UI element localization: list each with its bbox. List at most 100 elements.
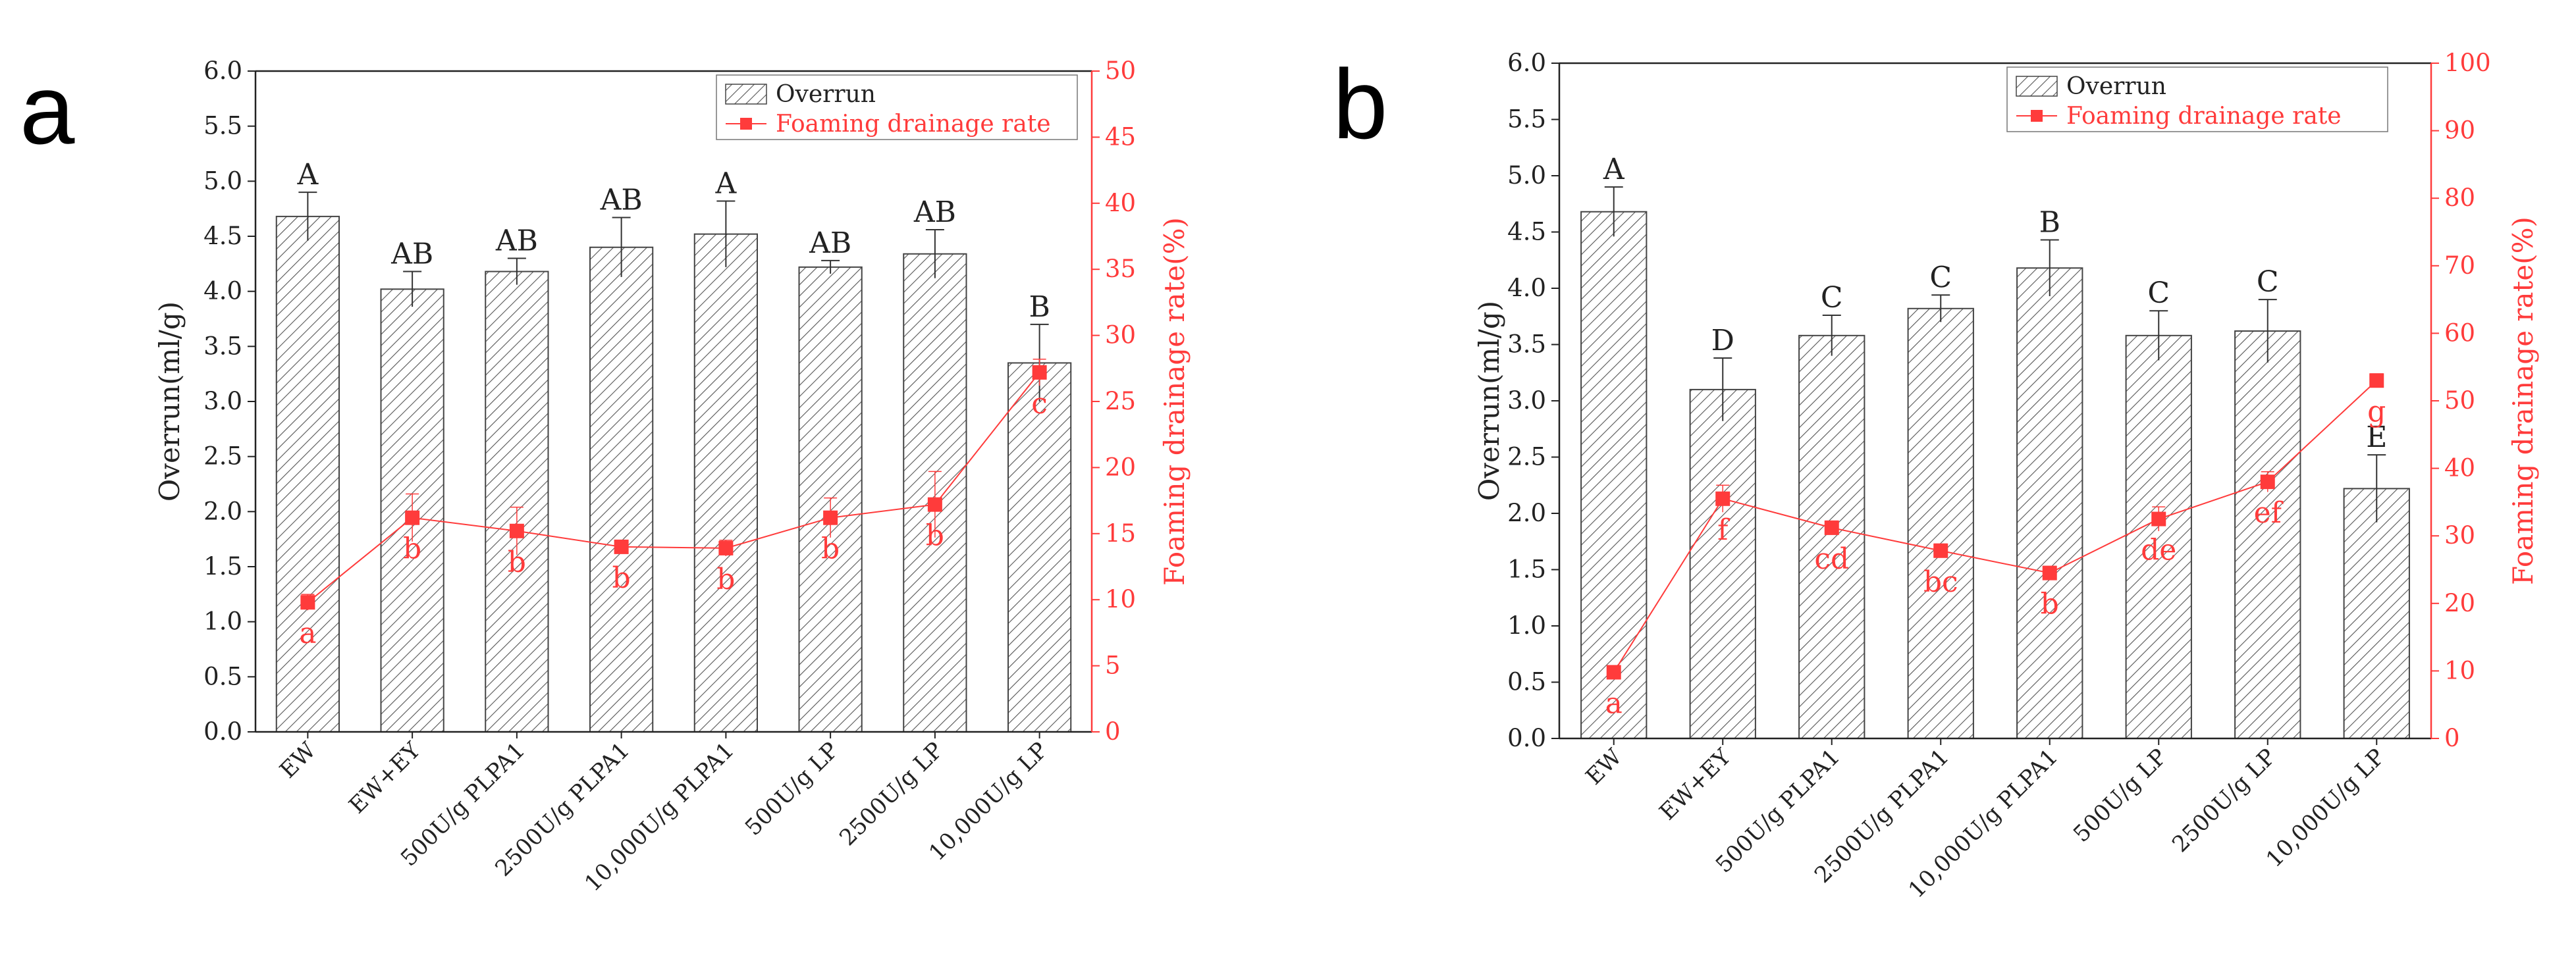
y-tick-label: 4.5 <box>203 222 242 250</box>
drainage-significance-label: de <box>2141 534 2176 567</box>
legend-marker-swatch <box>740 118 752 130</box>
y2-tick-label: 60 <box>2444 319 2475 347</box>
drainage-point <box>1032 365 1047 380</box>
overrun-bar <box>275 215 340 733</box>
drainage-point <box>1824 520 1839 535</box>
overrun-significance-label: C <box>2147 276 2170 310</box>
x-tick-label: 500U/g LP <box>740 737 844 841</box>
y-tick-label: 3.5 <box>203 332 242 360</box>
overrun-significance-label: D <box>1711 324 1734 357</box>
y2-tick-label: 50 <box>1105 57 1136 85</box>
drainage-rate-line <box>1613 380 2377 673</box>
overrun-significance-label: C <box>1929 261 1952 294</box>
drainage-point <box>2369 373 2384 388</box>
drainage-point <box>2151 511 2166 527</box>
y2-tick-label: 30 <box>2444 521 2475 550</box>
y2-tick-label: 30 <box>1105 321 1136 349</box>
y2-tick-label: 45 <box>1105 122 1136 151</box>
y2-axis-title: Foaming drainage rate(%) <box>2507 217 2539 585</box>
drainage-significance-label: ef <box>2254 496 2284 530</box>
legend-marker-swatch <box>2031 110 2043 122</box>
overrun-significance-label: B <box>1029 290 1050 324</box>
y2-tick-label: 80 <box>2444 184 2475 212</box>
drainage-significance-label: f <box>1717 513 1730 547</box>
overrun-significance-label: AB <box>390 238 433 271</box>
legend-bar-label: Overrun <box>2066 73 2166 100</box>
x-tick-label: EW+EY <box>344 737 426 819</box>
overrun-significance-label: A <box>1603 153 1625 186</box>
x-tick-label: 2500U/g LP <box>834 737 948 851</box>
y-tick-label: 5.0 <box>203 167 242 195</box>
y-tick-label: 3.0 <box>1507 386 1546 415</box>
y-tick-label: 2.5 <box>1507 443 1546 471</box>
y2-tick-label: 20 <box>2444 589 2475 617</box>
y2-tick-label: 15 <box>1105 519 1136 548</box>
x-tick-label: 2500U/g LP <box>2167 744 2281 858</box>
y-tick-label: 5.5 <box>1507 105 1546 134</box>
y-tick-label: 1.0 <box>203 607 242 636</box>
y2-tick-label: 25 <box>1105 387 1136 415</box>
y-tick-label: 2.0 <box>203 497 242 525</box>
x-tick-label: 500U/g LP <box>2068 744 2172 848</box>
drainage-point <box>300 595 315 610</box>
drainage-significance-label: b <box>612 561 631 595</box>
overrun-significance-label: A <box>714 167 737 200</box>
y2-tick-label: 0 <box>2444 724 2460 752</box>
overrun-bar <box>1689 388 1756 739</box>
legend-bar-swatch <box>2016 76 2058 97</box>
y2-tick-label: 100 <box>2444 49 2491 77</box>
y-tick-label: 4.5 <box>1507 218 1546 246</box>
drainage-significance-label: a <box>1605 686 1623 720</box>
y-tick-label: 2.5 <box>203 442 242 471</box>
drainage-point <box>718 540 734 555</box>
chart-panel-a: a A AB AB AB A AB AB Ba b b b b b b c 0.0 0.5 1.0 1.5 2.0 2.… <box>20 54 1191 897</box>
y-tick-label: 0.0 <box>1507 724 1546 752</box>
y-tick-label: 1.5 <box>203 552 242 580</box>
drainage-significance-label: cd <box>1814 542 1849 576</box>
drainage-significance-label: b <box>2041 588 2059 621</box>
y2-tick-label: 40 <box>2444 454 2475 482</box>
drainage-significance-label: b <box>926 519 944 553</box>
y-tick-label: 4.0 <box>203 277 242 305</box>
drainage-point <box>823 510 838 525</box>
y2-axis-title: Foaming drainage rate(%) <box>1158 217 1191 586</box>
legend-bar-swatch <box>725 84 767 105</box>
drainage-point <box>1933 543 1948 558</box>
overrun-bar <box>2343 488 2410 739</box>
y2-tick-label: 90 <box>2444 116 2475 145</box>
overrun-bar <box>485 270 549 733</box>
y-tick-label: 0.5 <box>1507 668 1546 696</box>
overrun-bar <box>693 233 758 733</box>
y2-tick-label: 40 <box>1105 189 1136 217</box>
drainage-significance-label: b <box>716 563 735 596</box>
overrun-bar <box>1007 362 1072 733</box>
y2-tick-label: 5 <box>1105 652 1121 680</box>
y2-tick-label: 10 <box>2444 656 2475 684</box>
drainage-significance-label: bc <box>1923 565 1958 599</box>
drainage-significance-label: g <box>2367 395 2386 428</box>
x-tick-label: 10,000U/g LP <box>2261 744 2390 873</box>
legend-box <box>2006 66 2388 132</box>
overrun-bar <box>2234 330 2301 740</box>
overrun-significance-label: C <box>2257 265 2279 299</box>
overrun-bar <box>2016 267 2083 740</box>
legend-box <box>716 74 1078 140</box>
chart-panel-b: b A D C C B C C Ea f cd bc b de ef g 0.0 0.5 1.0 1.5 2.0 2.5… <box>1333 49 2539 904</box>
x-tick-label: EW+EY <box>1654 744 1736 826</box>
legend-line-label: Foaming drainage rate <box>2066 103 2342 130</box>
drainage-rate-line <box>307 372 1040 603</box>
drainage-significance-label: a <box>299 617 316 650</box>
panel-label-b: b <box>1333 49 1387 159</box>
y2-tick-label: 70 <box>2444 251 2475 280</box>
overrun-significance-label: AB <box>495 224 538 257</box>
y-axis-title: Overrun(ml/g) <box>1473 301 1505 501</box>
drainage-point <box>509 523 524 538</box>
drainage-significance-label: b <box>821 532 840 566</box>
y-tick-label: 2.0 <box>1507 499 1546 527</box>
y-tick-label: 4.0 <box>1507 274 1546 302</box>
y-tick-label: 1.5 <box>1507 555 1546 584</box>
overrun-significance-label: B <box>2039 205 2060 239</box>
y2-tick-label: 10 <box>1105 585 1136 613</box>
y-tick-label: 6.0 <box>1507 49 1546 77</box>
drainage-point <box>1606 665 1621 680</box>
